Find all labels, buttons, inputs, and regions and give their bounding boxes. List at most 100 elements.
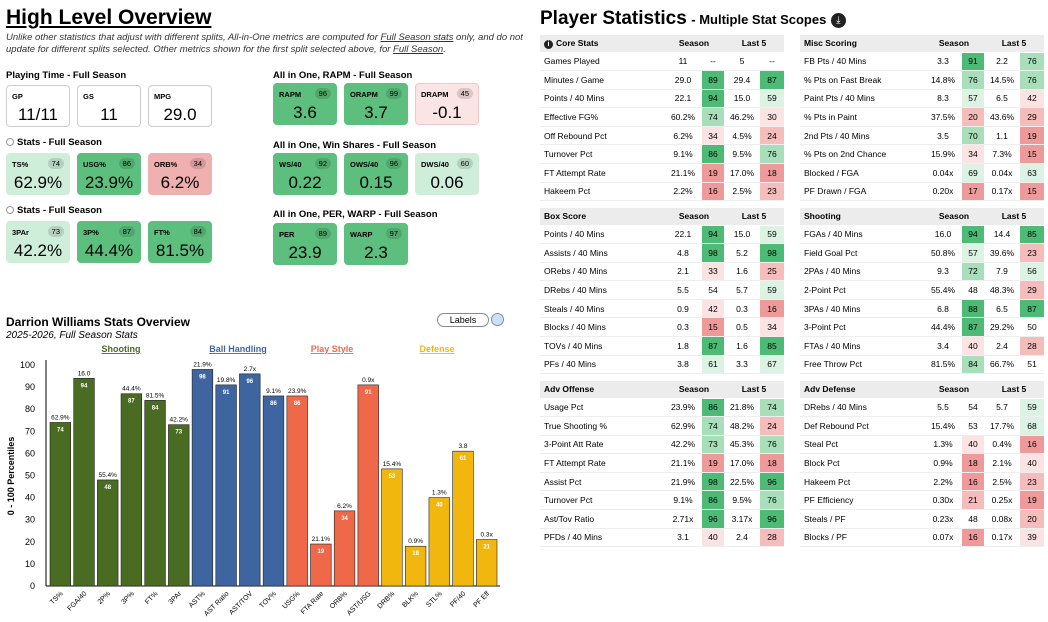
card-value: -0.1 — [432, 103, 462, 122]
card-value: 11/11 — [17, 105, 59, 124]
labels-toggle-switch[interactable] — [491, 313, 504, 326]
bar-value-label: 15.4% — [383, 461, 402, 468]
x-tick-label: TOV% — [258, 590, 277, 609]
stat-card-ts: TS% 74 62.9% — [6, 153, 70, 195]
season-percentile: 88 — [962, 299, 984, 319]
bar-percentile-label: 74 — [57, 427, 64, 433]
bar-percentile-label: 21 — [483, 545, 490, 551]
last5-percentile: 63 — [1020, 163, 1044, 183]
table-row: FTAs / 40 Mins 3.4 40 2.4 28 — [800, 336, 1044, 356]
last5-value: 17.0% — [724, 163, 760, 183]
season-value: 3.8 — [664, 355, 702, 375]
card-label: DWS/40 — [421, 160, 449, 169]
table-header: Misc Scoring Season Last 5 — [800, 35, 1044, 53]
card-percentile: 73 — [47, 226, 64, 237]
bar-ts- — [49, 422, 71, 587]
table-header: Box Score Season Last 5 — [540, 208, 784, 226]
stats-table-adv-offense: Adv Offense Season Last 5 Usage Pct 23.9% 86 2… — [540, 381, 784, 548]
last5-value: 3.3 — [724, 355, 760, 375]
stats-table-box-score: Box Score Season Last 5 Points / 40 Mins 22.… — [540, 208, 784, 375]
full-season-link[interactable]: Full Season — [393, 43, 444, 55]
card-value: 3.6 — [293, 103, 317, 122]
bar-value-label: 81.5% — [146, 392, 165, 399]
table-row: TOVs / 40 Mins 1.8 87 1.6 85 — [540, 336, 784, 356]
table-row: Points / 40 Mins 22.1 94 15.0 59 — [540, 89, 784, 109]
season-percentile: 87 — [702, 336, 724, 356]
x-tick-label: FT% — [144, 590, 159, 605]
last5-percentile: 96 — [760, 509, 784, 529]
table-row: Block Pct 0.9% 18 2.1% 40 — [800, 453, 1044, 473]
bar-value-label: 1.3% — [432, 490, 447, 497]
card-percentile: 97 — [385, 228, 402, 239]
season-value: 4.8 — [664, 243, 702, 263]
radio-icon[interactable] — [6, 206, 14, 214]
card-value: 23.9 — [288, 243, 322, 262]
last5-header: Last 5 — [724, 208, 784, 226]
card-label: ORAPM — [350, 90, 378, 99]
bar-percentile-label: 19 — [318, 549, 325, 555]
stat-name: Blocked / FGA — [800, 163, 924, 183]
season-value: 60.2% — [664, 107, 702, 127]
last5-value: 2.2 — [984, 52, 1020, 72]
stats-header-2[interactable]: Stats - Full Season — [6, 205, 102, 216]
last5-value: 48.3% — [984, 280, 1020, 300]
table-row: FGAs / 40 Mins 16.0 94 14.4 85 — [800, 225, 1044, 245]
stat-card-par3: 3PAr 73 42.2% — [6, 221, 70, 263]
download-icon[interactable]: ⤓ — [830, 13, 846, 28]
bar-tov- — [262, 395, 285, 587]
season-percentile: 96 — [702, 509, 724, 529]
stat-name: Def Rebound Pct — [800, 416, 924, 436]
bar-2p- — [97, 479, 119, 587]
bar-fga-40 — [73, 377, 95, 587]
bar-percentile-label: 96 — [246, 379, 253, 385]
stat-name: Blocks / 40 Mins — [540, 317, 664, 338]
last5-percentile: 51 — [1020, 355, 1044, 375]
labels-toggle-button[interactable]: Labels — [437, 313, 489, 327]
last5-value: 2.1% — [984, 453, 1020, 473]
last5-value: 2.5% — [984, 472, 1020, 492]
bar-value-label: 21.1% — [312, 536, 331, 543]
group-label-play-style: Play Style — [311, 344, 354, 354]
season-value: 15.9% — [924, 144, 962, 165]
season-percentile: 72 — [962, 262, 984, 282]
season-percentile: 61 — [702, 355, 724, 375]
stat-name: Blocks / PF — [800, 528, 924, 548]
stat-name: FGAs / 40 Mins — [800, 225, 924, 245]
overview-title: High Level Overview — [6, 6, 212, 29]
card-value: 62.9% — [13, 173, 63, 192]
table-row: Blocked / FGA 0.04x 69 0.04x 63 — [800, 163, 1044, 183]
table-row: 3PAs / 40 Mins 6.8 88 6.5 87 — [800, 299, 1044, 319]
season-value: 22.1 — [664, 225, 702, 245]
last5-value: 5 — [724, 52, 760, 72]
bar-percentile-label: 61 — [460, 456, 467, 462]
stat-name: Effective FG% — [540, 107, 664, 127]
stat-name: DRebs / 40 Mins — [800, 398, 924, 418]
card-value: 2.3 — [364, 243, 388, 262]
stat-card-drapm: DRAPM 45 -0.1 — [415, 83, 479, 125]
stats-header-1[interactable]: Stats - Full Season — [6, 137, 102, 148]
season-percentile: 74 — [702, 416, 724, 436]
last5-value: 46.2% — [724, 107, 760, 127]
last5-percentile: 25 — [760, 262, 784, 282]
stat-name: Minutes / Game — [540, 70, 664, 90]
full-season-stats-link[interactable]: Full Season stats — [380, 32, 454, 43]
x-tick-label: STL% — [425, 590, 443, 608]
season-percentile: 86 — [702, 144, 724, 165]
bar-value-label: 23.9% — [288, 388, 307, 395]
season-percentile: 53 — [962, 416, 984, 436]
y-tick-label: 30 — [25, 515, 35, 525]
stat-name: Hakeem Pct — [540, 182, 664, 202]
x-tick-label: ORB% — [329, 590, 349, 610]
season-percentile: 18 — [962, 453, 984, 473]
info-icon[interactable]: i — [544, 39, 553, 49]
season-percentile: 94 — [702, 225, 724, 245]
bar-percentile-label: 73 — [175, 430, 182, 436]
stat-name: Off Rebound Pct — [540, 126, 664, 146]
bar-percentile-label: 86 — [294, 401, 301, 407]
radio-icon[interactable] — [6, 138, 14, 146]
card-percentile: 87 — [118, 226, 135, 237]
stat-card-ft: FT% 84 81.5% — [148, 221, 212, 263]
season-percentile: 76 — [962, 70, 984, 90]
last5-value: 1.1 — [984, 126, 1020, 146]
last5-value: 43.6% — [984, 107, 1020, 127]
